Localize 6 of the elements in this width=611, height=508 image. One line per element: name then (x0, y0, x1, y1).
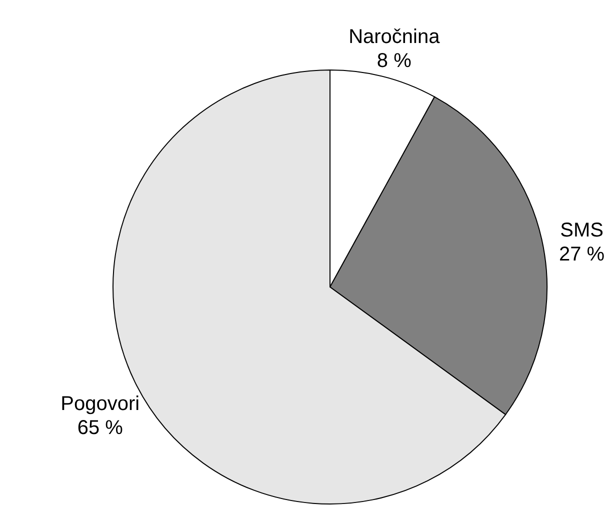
data-label: 8 % (376, 50, 412, 72)
slice-label: Naročnina (348, 26, 441, 48)
slice-label: Pogovori (60, 393, 140, 416)
slice-label: SMS (560, 220, 604, 242)
data-label: 65 % (77, 417, 124, 440)
data-label: 27 % (558, 244, 605, 266)
